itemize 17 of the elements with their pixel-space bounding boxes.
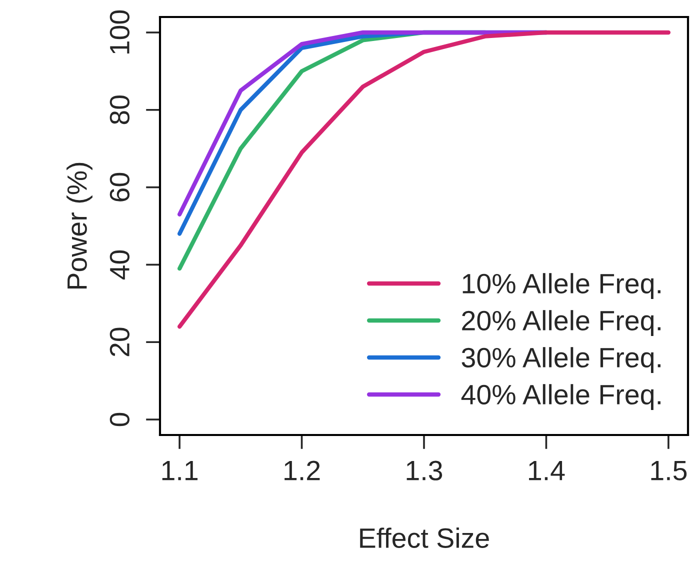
legend-label: 30% Allele Freq.	[462, 347, 660, 373]
y-tick-label: 80	[110, 96, 130, 124]
y-tick-label: 60	[110, 172, 130, 202]
legend-label: 10% Allele Freq.	[462, 273, 660, 299]
y-tick-label: 100	[110, 10, 130, 54]
x-tick-label: 1.5	[651, 461, 687, 480]
x-tick-label: 1.3	[406, 460, 442, 480]
legend-label: 40% Allele Freq.	[461, 384, 660, 410]
x-tick-label: 1.4	[529, 461, 565, 480]
legend-label: 20% Allele Freq.	[462, 310, 660, 336]
y-tick-label: 0	[110, 412, 130, 426]
x-tick-label: 1.2	[284, 460, 320, 480]
y-axis-title: Power (%)	[66, 162, 92, 289]
x-tick-label: 1.1	[162, 461, 198, 480]
x-axis-title: Effect Size	[360, 528, 489, 548]
y-tick-label: 20	[110, 328, 130, 356]
y-tick-label: 40	[110, 250, 130, 280]
